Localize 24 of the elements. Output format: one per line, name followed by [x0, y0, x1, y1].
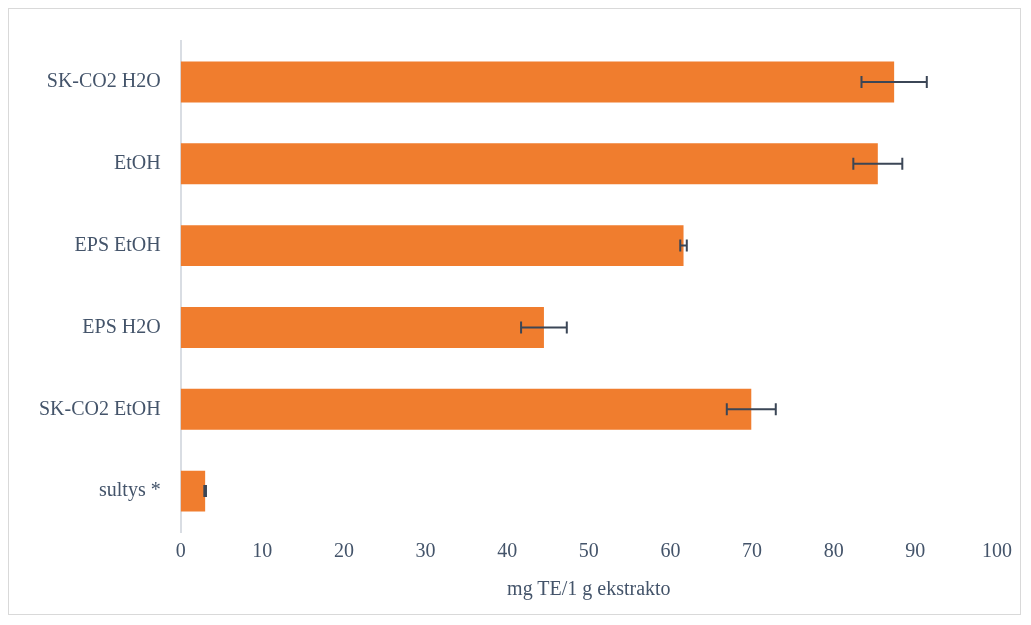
- bar: [180, 143, 878, 185]
- y-tick-label: sultys *: [98, 478, 161, 502]
- x-tick-label: 70: [742, 539, 763, 562]
- bar: [180, 306, 544, 348]
- x-tick-label: 40: [497, 539, 518, 562]
- x-tick-label: 20: [333, 539, 354, 562]
- y-tick-label: SK-CO2 EtOH: [39, 396, 161, 419]
- x-tick-label: 90: [905, 539, 926, 562]
- x-tick-label: 10: [252, 539, 273, 562]
- y-tick-label: EPS H2O: [82, 314, 161, 337]
- x-tick-label: 30: [415, 539, 436, 562]
- x-axis-title: mg TE/1 g ekstrakto: [507, 577, 671, 601]
- bar: [180, 225, 684, 267]
- y-tick-label: EPS EtOH: [74, 232, 161, 255]
- x-tick-label: 50: [578, 539, 599, 562]
- bar: [180, 388, 752, 430]
- x-tick-label: 80: [823, 539, 844, 562]
- bar: [180, 470, 206, 512]
- y-tick-label: SK-CO2 H2O: [46, 69, 161, 92]
- x-tick-label: 60: [660, 539, 681, 562]
- y-tick-label: EtOH: [114, 151, 161, 173]
- x-tick-label: 0: [175, 539, 186, 562]
- bar: [180, 61, 895, 103]
- x-tick-label: 100: [982, 539, 1012, 562]
